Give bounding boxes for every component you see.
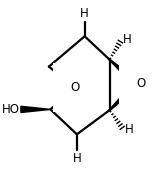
Text: H: H — [123, 33, 132, 46]
Text: H: H — [80, 7, 89, 20]
Polygon shape — [21, 106, 51, 112]
Text: H: H — [125, 123, 134, 136]
Text: O: O — [137, 77, 146, 90]
Text: H: H — [72, 152, 81, 165]
Text: HO: HO — [2, 103, 20, 116]
Text: O: O — [71, 81, 80, 94]
